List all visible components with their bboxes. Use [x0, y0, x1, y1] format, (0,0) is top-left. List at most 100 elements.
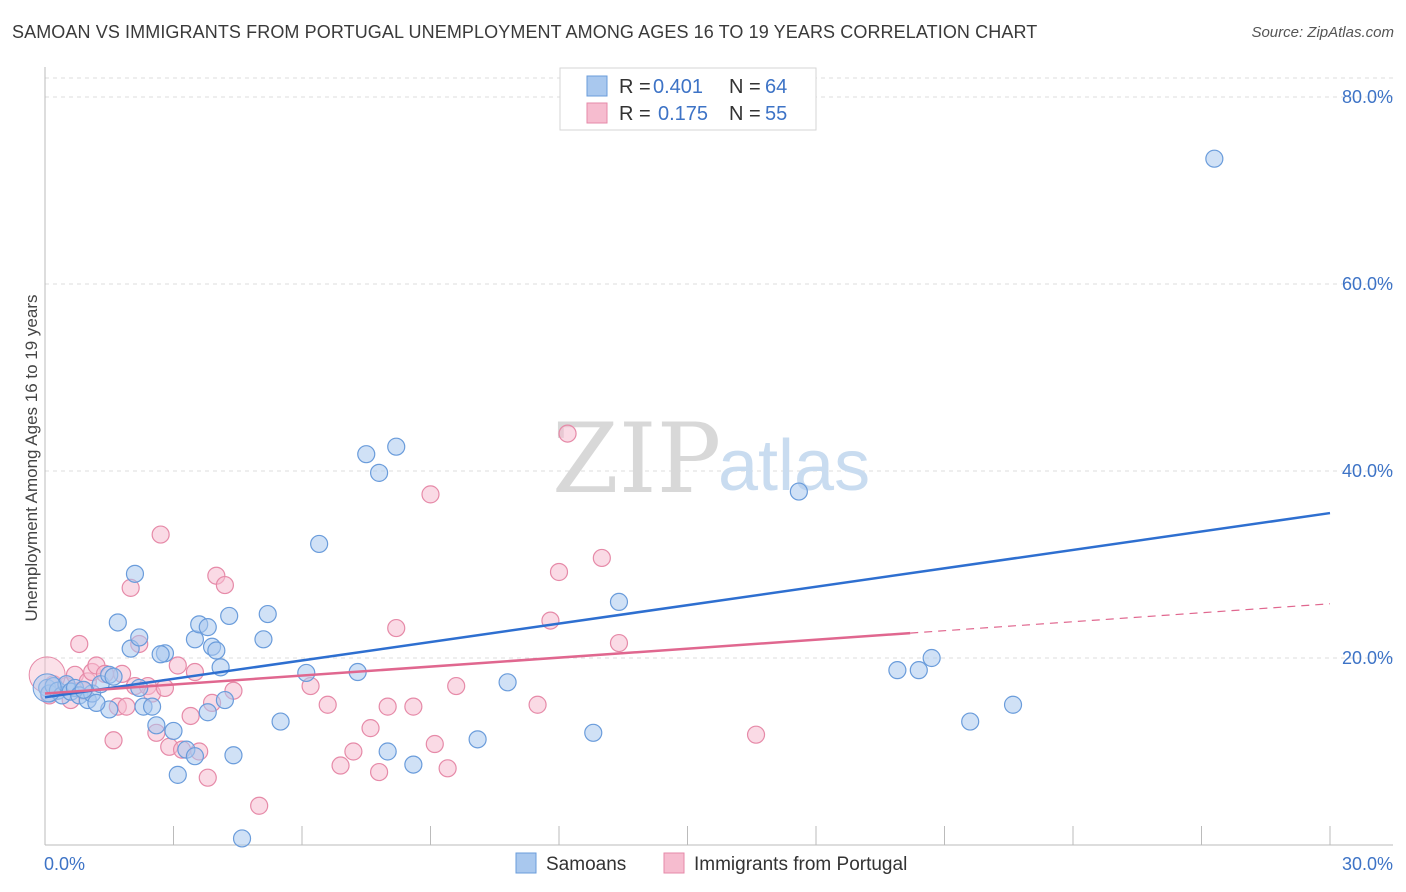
trend-lines [44, 511, 1331, 699]
samoans-point [151, 645, 170, 664]
samoans-point [254, 630, 273, 649]
portugal-point [447, 676, 466, 696]
y-tick-label: 20.0% [1342, 648, 1393, 668]
legend-r-value-2: 0.175 [658, 103, 708, 125]
samoans-point [961, 712, 980, 731]
samoans-point [220, 606, 239, 626]
axes [44, 67, 1393, 846]
samoans-point [468, 730, 487, 749]
source-credit: Source: ZipAtlas.com [1251, 24, 1394, 41]
portugal-point [592, 548, 611, 568]
portugal-point [344, 742, 363, 761]
portugal-point [104, 731, 123, 750]
portugal-trend-line [44, 631, 911, 695]
samoans-point [168, 765, 187, 784]
legend-box: R = 0.401 N = 64 R = 0.175 N = 55 [559, 67, 817, 131]
portugal-point [528, 695, 547, 714]
portugal-point [404, 697, 423, 716]
bottom-legend-portugal: Immigrants from Portugal [694, 854, 907, 875]
samoans-point [125, 564, 145, 583]
bottom-legend-samoans: Samoans [546, 854, 626, 875]
chart-title: SAMOAN VS IMMIGRANTS FROM PORTUGAL UNEMP… [12, 22, 1038, 42]
samoans-point [909, 661, 928, 680]
portugal-point [181, 706, 200, 726]
samoans-point [215, 690, 234, 710]
legend-n-value-2: 55 [765, 103, 787, 125]
portugal-point [331, 756, 350, 775]
samoans-point [147, 716, 166, 735]
y-tick-label: 40.0% [1342, 461, 1393, 481]
legend-swatch-blue [586, 75, 608, 97]
samoans-point [310, 534, 329, 554]
legend-r-label-1: R = [619, 76, 651, 98]
samoans-point [387, 437, 406, 456]
portugal-point [378, 697, 397, 716]
portugal-point [151, 525, 170, 544]
samoans-point [224, 746, 243, 765]
watermark: ZIP atlas [552, 403, 870, 515]
samoans-point [1205, 149, 1224, 168]
samoans-point [498, 673, 517, 692]
portugal-point [318, 695, 337, 714]
samoans-point [232, 829, 252, 848]
y-tick-label: 80.0% [1342, 87, 1393, 107]
legend-r-label-2: R = [619, 103, 651, 125]
y-tick-labels: 20.0% 40.0% 60.0% 80.0% [1342, 87, 1393, 668]
portugal-point [558, 424, 577, 443]
portugal-point [387, 618, 406, 638]
samoans-point [922, 648, 941, 668]
samoans-point [789, 482, 808, 501]
samoans-point [378, 742, 397, 761]
watermark-zip: ZIP [552, 403, 721, 515]
x-tick-label-max: 30.0% [1342, 854, 1393, 874]
samoans-point [271, 712, 290, 731]
legend-n-label-2: N = [729, 103, 761, 125]
samoans-point [297, 663, 316, 683]
samoans-point [609, 592, 629, 612]
bottom-legend-swatch-samoans [515, 852, 537, 874]
y-axis-label: Unemployment Among Ages 16 to 19 years [22, 295, 41, 622]
portugal-trend-extension [910, 603, 1331, 634]
samoans-point [198, 618, 217, 637]
legend-r-value-1: 0.401 [653, 76, 703, 98]
portugal-point [549, 562, 569, 582]
samoans-point [87, 693, 106, 712]
samoans-point [207, 641, 226, 660]
samoans-point [185, 747, 205, 766]
portugal-point [361, 719, 380, 738]
bottom-legend: Samoans Immigrants from Portugal [515, 852, 907, 875]
legend-n-label-1: N = [729, 76, 761, 98]
samoans-point [584, 723, 603, 742]
samoans-point [108, 613, 127, 632]
samoans-point [130, 628, 149, 647]
portugal-point [370, 762, 389, 782]
portugal-point [421, 485, 440, 504]
samoans-point [888, 661, 907, 680]
bottom-legend-swatch-portugal [663, 852, 685, 874]
portugal-point [198, 768, 217, 787]
portugal-point [438, 759, 457, 778]
portugal-point [425, 734, 444, 754]
samoans-point [104, 667, 123, 686]
samoans-point [142, 697, 162, 716]
samoans-point [258, 604, 277, 624]
x-tick-label-min: 0.0% [44, 854, 85, 874]
samoans-point [404, 755, 423, 774]
samoans-point [357, 445, 376, 464]
portugal-point [250, 796, 269, 815]
portugal-point [215, 575, 234, 595]
portugal-point [168, 656, 187, 675]
samoans-point [370, 463, 389, 482]
portugal-point [70, 634, 89, 654]
portugal-point [185, 662, 205, 682]
samoans-point [1003, 695, 1023, 714]
samoans-trend-line [44, 511, 1331, 699]
portugal-point [609, 633, 629, 653]
portugal-point [746, 725, 766, 744]
portugal-point [117, 697, 136, 716]
samoans-point [185, 630, 205, 649]
y-tick-label: 60.0% [1342, 274, 1393, 294]
legend-n-value-1: 64 [765, 76, 787, 98]
gridlines [45, 77, 1393, 659]
